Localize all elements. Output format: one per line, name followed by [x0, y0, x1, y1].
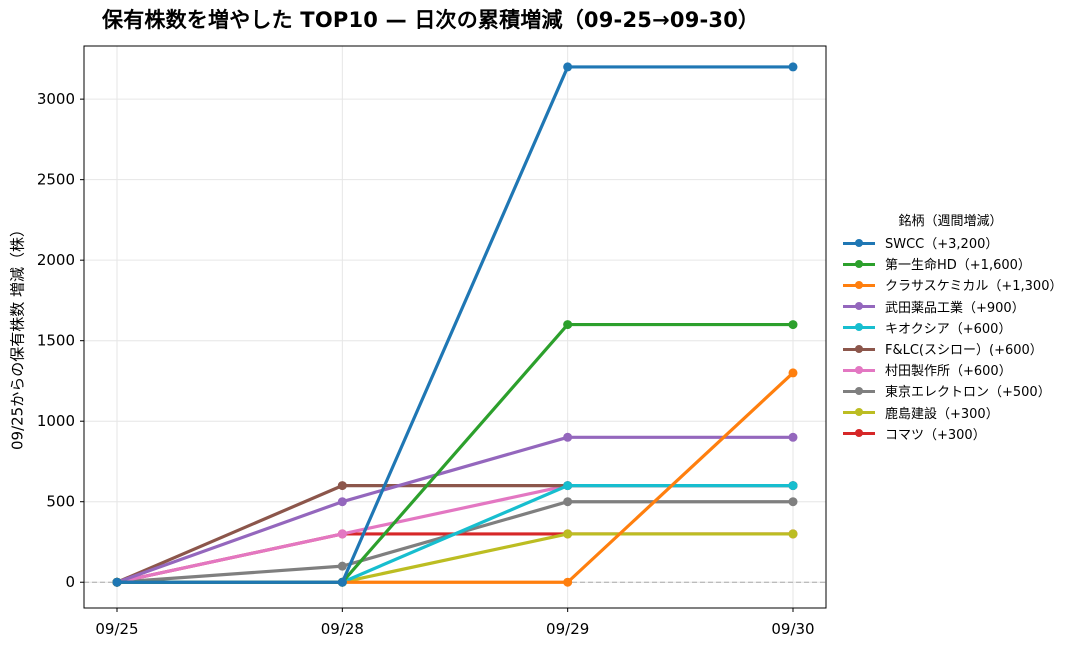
legend-swatch [843, 258, 875, 270]
legend-item: 鹿島建設（+300） [843, 402, 1062, 423]
data-point [788, 368, 798, 378]
legend-item: キオクシア（+600） [843, 317, 1062, 338]
data-point [563, 577, 573, 587]
data-point [337, 561, 347, 571]
series-line [115, 435, 795, 584]
data-point [563, 62, 573, 72]
legend-label: 第一生命HD（+1,600） [885, 258, 1031, 274]
legend-items: SWCC（+3,200） 第一生命HD（+1,600） クラサスケミカル（+1,30… [843, 232, 1062, 444]
data-point [337, 497, 347, 507]
legend-swatch [843, 279, 875, 291]
chart-title: 保有株数を増やした TOP10 — 日次の累積増減（09-25→09-30） [102, 8, 760, 32]
legend-label: SWCC（+3,200） [885, 237, 999, 253]
y-tick-label: 3000 [37, 90, 75, 108]
series-line [115, 65, 795, 584]
legend-swatch [843, 364, 875, 376]
legend-swatch [843, 321, 875, 333]
y-tick-label: 2000 [37, 251, 75, 269]
series-group [112, 62, 798, 587]
legend-title: 銘柄（週間増減） [898, 214, 1003, 229]
series-group [112, 529, 798, 587]
series-line [115, 500, 795, 584]
legend-item: 武田薬品工業（+900） [843, 296, 1062, 317]
legend-label: 村田製作所（+600） [885, 364, 1012, 380]
data-point [563, 432, 573, 442]
plot-frame [83, 45, 827, 609]
legend-item: 東京エレクトロン（+500） [843, 380, 1062, 401]
legend-swatch [843, 343, 875, 355]
series-lines [112, 62, 798, 587]
legend-label: 鹿島建設（+300） [885, 406, 999, 422]
data-point [563, 497, 573, 507]
y-tick-label: 500 [46, 493, 75, 511]
data-point [337, 529, 347, 539]
x-tick-label: 09/25 [95, 620, 138, 638]
legend-swatch [843, 237, 875, 249]
data-point [788, 481, 798, 491]
legend-item: 村田製作所（+600） [843, 359, 1062, 380]
series-line [115, 322, 795, 584]
data-point [563, 320, 573, 330]
legend-label: 武田薬品工業（+900） [885, 300, 1025, 316]
legend-item: F&LC(スシロー）(+600） [843, 338, 1062, 359]
data-point [788, 62, 798, 72]
data-point [563, 481, 573, 491]
legend: 銘柄（週間増減） SWCC（+3,200） 第一生命HD（+1,600） クラサスケ… [843, 210, 1062, 444]
series-line [115, 371, 795, 584]
legend-label: クラサスケミカル（+1,300） [885, 279, 1063, 295]
y-tick-label: 0 [65, 573, 75, 591]
data-point [112, 577, 122, 587]
data-point [788, 497, 798, 507]
y-tick-label: 2500 [37, 171, 75, 189]
data-point [563, 529, 573, 539]
legend-swatch [843, 427, 875, 439]
legend-swatch [843, 406, 875, 418]
legend-label: キオクシア（+600） [885, 321, 1012, 337]
data-point [788, 320, 798, 330]
legend-item: コマツ（+300） [843, 423, 1062, 444]
y-tick-label: 1000 [37, 412, 75, 430]
data-point [337, 577, 347, 587]
x-tick-label: 09/29 [546, 620, 589, 638]
legend-label: F&LC(スシロー）(+600） [885, 343, 1043, 359]
data-point [337, 481, 347, 491]
data-point [788, 432, 798, 442]
legend-label: コマツ（+300） [885, 427, 986, 443]
series-group [112, 368, 798, 587]
y-tick-label: 1500 [37, 332, 75, 350]
x-tick-label: 09/28 [321, 620, 364, 638]
legend-item: SWCC（+3,200） [843, 232, 1062, 253]
data-point [788, 529, 798, 539]
axis-ticks: 09/25 09/28 09/29 09/30 0 500 1000 1500 2000 2500… [37, 90, 815, 638]
legend-item: クラサスケミカル（+1,300） [843, 274, 1062, 295]
legend-swatch [843, 300, 875, 312]
legend-item: 第一生命HD（+1,600） [843, 253, 1062, 274]
legend-swatch [843, 385, 875, 397]
legend-label: 東京エレクトロン（+500） [885, 385, 1051, 401]
x-tick-label: 09/30 [771, 620, 814, 638]
